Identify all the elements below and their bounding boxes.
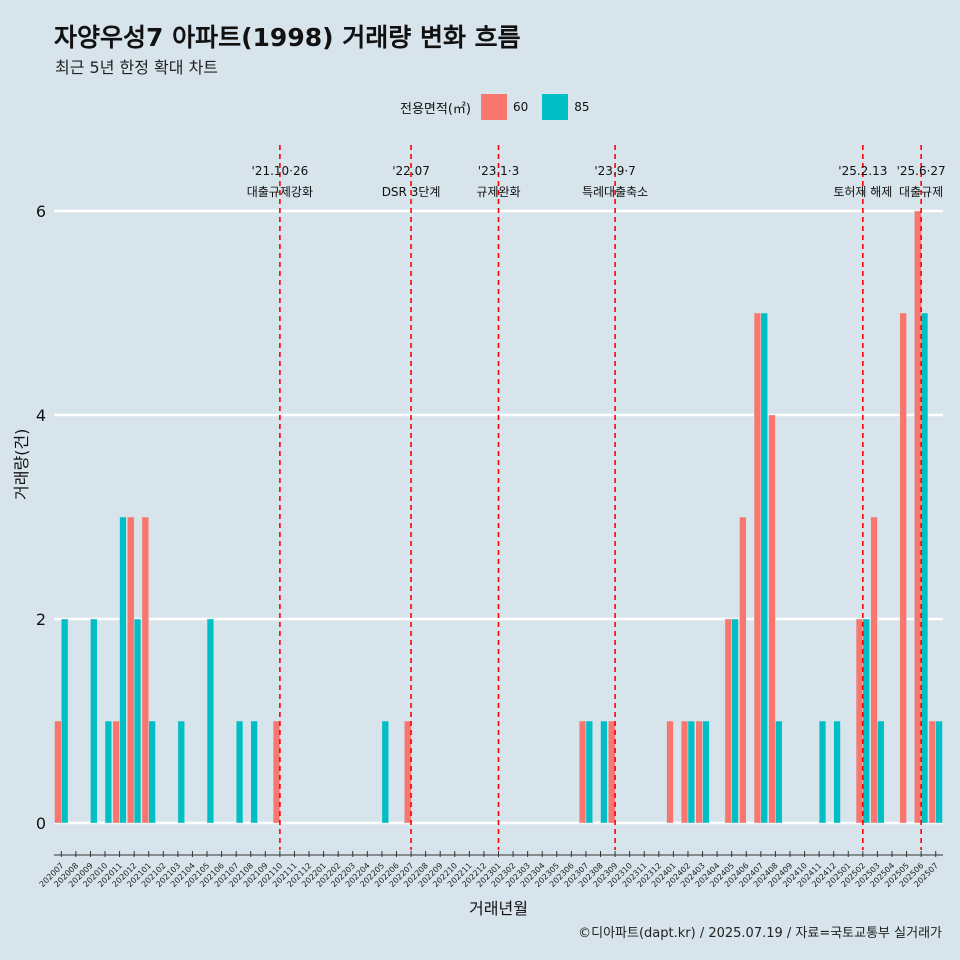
event-date-202502: '25.2.13 [838, 164, 887, 178]
event-label-202110: 대출규제강화 [247, 185, 313, 199]
legend-swatch-60 [480, 94, 507, 120]
bar-85-202105 [206, 618, 215, 824]
event-date-202207: '22.07 [392, 164, 430, 178]
y-tick-label-2: 2 [36, 610, 46, 629]
x-axis-title: 거래년월 [469, 899, 528, 918]
event-date-202309: '23.9·7 [594, 164, 635, 178]
event-date-202506: '25.6·27 [897, 164, 946, 178]
bar-85-202408 [775, 720, 783, 824]
bar-85-202307 [585, 720, 593, 824]
bar-60-202007 [54, 720, 62, 824]
bar-85-202402 [687, 720, 695, 824]
bar-85-202503 [877, 720, 885, 824]
bar-85-202108 [250, 720, 258, 824]
event-date-202110: '21.10·26 [252, 164, 309, 178]
chart-title: 자양우성7 아파트(1998) 거래량 변화 흐름 [54, 23, 521, 52]
bar-60-202505 [899, 312, 907, 824]
bar-85-202011 [119, 516, 127, 824]
bar-85-202502 [862, 618, 870, 824]
bar-85-202012 [133, 618, 142, 824]
bar-85-202405 [731, 618, 739, 824]
bar-85-202205 [381, 720, 389, 824]
bar-60-202503 [870, 516, 878, 824]
bar-60-202402 [680, 720, 689, 824]
event-label-202301: 규제완화 [476, 185, 520, 199]
bar-60-202110 [272, 720, 281, 824]
legend-label-60: 60 [512, 100, 529, 114]
bar-85-202407 [760, 312, 768, 824]
bar-85-202101 [148, 720, 156, 824]
source-caption: ©디아파트(dapt.kr) / 2025.07.19 / 자료=국토교통부 실… [578, 926, 942, 941]
event-label-202309: 특례대출축소 [582, 185, 648, 199]
bar-60-202011 [112, 720, 120, 824]
legend-swatch-85 [542, 94, 569, 120]
bar-60-202101 [141, 516, 149, 824]
event-date-202301: '23.1·3 [478, 164, 519, 178]
bar-85-202308 [600, 720, 608, 824]
bar-85-202010 [104, 720, 113, 824]
bar-85-202107 [235, 720, 244, 824]
bar-60-202307 [578, 720, 587, 824]
y-tick-label-0: 0 [36, 814, 46, 833]
bar-85-202507 [935, 720, 943, 824]
bar-60-202403 [695, 720, 703, 824]
legend-label-85: 85 [574, 100, 590, 114]
bar-85-202007 [61, 618, 69, 824]
bar-60-202507 [928, 720, 936, 824]
bar-85-202412 [833, 720, 841, 824]
bar-60-202502 [855, 618, 864, 824]
y-tick-label-4: 4 [36, 406, 46, 425]
bar-60-202406 [739, 516, 747, 824]
y-tick-label-6: 6 [36, 202, 46, 221]
legend: 전용면적(㎡) 60 85 [400, 93, 598, 121]
bar-60-202401 [666, 720, 674, 824]
event-label-202502: 토허제 해제 [833, 185, 892, 199]
event-label-202207: DSR 3단계 [382, 185, 441, 199]
bar-60-202506 [914, 210, 922, 824]
bar-85-202009 [90, 618, 98, 824]
bar-85-202506 [920, 312, 929, 824]
bar-85-202403 [702, 720, 710, 824]
bar-60-202309 [608, 720, 616, 824]
bar-85-202103 [177, 720, 185, 824]
bar-60-202407 [753, 312, 762, 824]
bar-60-202408 [768, 414, 776, 824]
bar-60-202405 [724, 618, 732, 824]
event-label-202506: 대출규제 [899, 185, 943, 199]
bar-60-202207 [404, 720, 412, 824]
chart-subtitle: 최근 5년 한정 확대 차트 [55, 58, 219, 77]
bar-85-202411 [818, 720, 827, 824]
bar-60-202012 [127, 516, 135, 824]
legend-title: 전용면적(㎡) [400, 101, 471, 117]
